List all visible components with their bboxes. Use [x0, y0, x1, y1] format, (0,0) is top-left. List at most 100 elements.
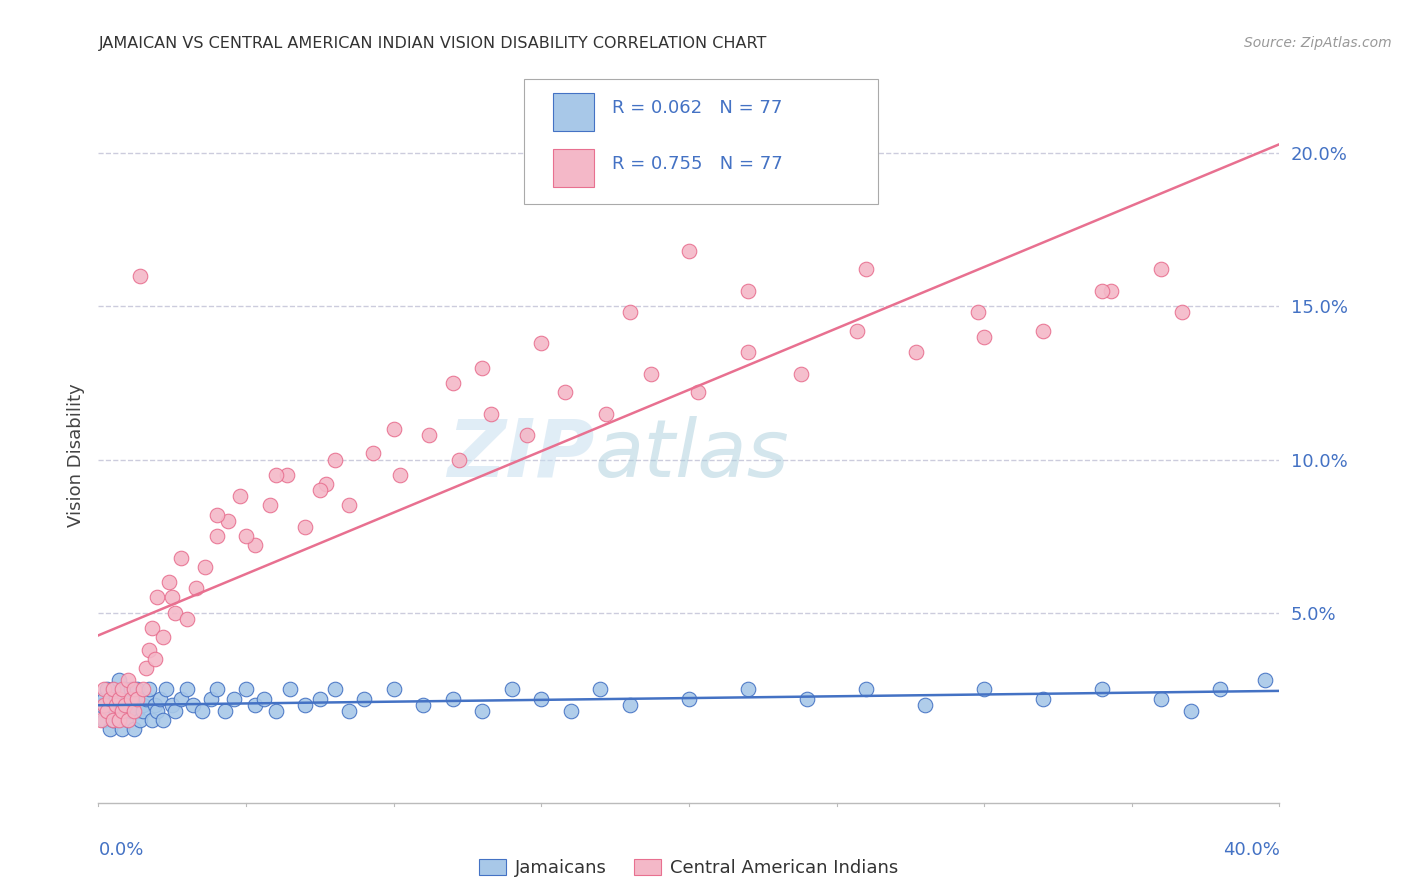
Point [973, 330, 995, 344]
Point [294, 520, 316, 534]
Point [111, 723, 134, 737]
Point [294, 698, 316, 712]
Y-axis label: Vision Disability: Vision Disability [66, 383, 84, 527]
Point [146, 591, 169, 605]
Point [205, 682, 228, 697]
Point [967, 305, 990, 319]
Point [176, 612, 198, 626]
Point [243, 538, 266, 552]
Point [96, 704, 118, 718]
Point [146, 704, 169, 718]
Point [143, 698, 166, 712]
Point [108, 713, 131, 727]
Point [135, 691, 157, 706]
Point [253, 691, 276, 706]
Point [217, 514, 239, 528]
Point [105, 691, 128, 706]
Point [418, 428, 440, 442]
Point [117, 691, 139, 706]
Point [205, 529, 228, 543]
Point [120, 691, 142, 706]
Point [554, 385, 576, 400]
Point [323, 682, 346, 697]
Point [441, 376, 464, 390]
Point [235, 682, 257, 697]
Point [229, 489, 252, 503]
Point [589, 682, 612, 697]
Point [309, 483, 332, 498]
Point [103, 682, 125, 697]
Point [96, 682, 118, 697]
Point [103, 713, 125, 727]
Point [1091, 682, 1114, 697]
Point [905, 345, 928, 359]
Point [162, 698, 183, 712]
Point [98, 723, 121, 737]
Point [737, 284, 759, 298]
Point [111, 704, 134, 718]
Point [388, 467, 411, 482]
Point [515, 428, 537, 442]
Point [114, 704, 136, 718]
Point [471, 360, 494, 375]
Point [914, 698, 936, 712]
Point [412, 698, 434, 712]
Point [194, 559, 217, 574]
Point [122, 698, 145, 712]
Point [471, 704, 494, 718]
Point [1180, 704, 1202, 718]
Point [382, 682, 405, 697]
Point [1254, 673, 1277, 688]
Point [855, 262, 877, 277]
Point [447, 452, 470, 467]
Point [90, 698, 112, 712]
Point [122, 704, 145, 718]
Point [117, 713, 139, 727]
Point [128, 713, 150, 727]
Point [181, 698, 204, 712]
Point [155, 682, 177, 697]
Point [501, 682, 523, 697]
Point [259, 499, 281, 513]
Point [441, 691, 464, 706]
Point [132, 704, 155, 718]
Point [108, 691, 131, 706]
FancyBboxPatch shape [523, 79, 877, 204]
Point [96, 704, 118, 718]
Point [560, 704, 582, 718]
Point [125, 682, 148, 697]
Point [132, 682, 155, 697]
Point [120, 682, 142, 697]
Point [1099, 284, 1122, 298]
Point [103, 713, 125, 727]
Point [111, 682, 134, 697]
Point [117, 673, 139, 688]
Point [114, 698, 136, 712]
Point [125, 691, 148, 706]
Point [214, 704, 236, 718]
Point [122, 723, 145, 737]
Text: ZIP: ZIP [447, 416, 595, 494]
Point [170, 550, 193, 565]
Point [686, 385, 709, 400]
Point [278, 682, 302, 697]
Text: R = 0.755   N = 77: R = 0.755 N = 77 [612, 155, 783, 173]
Point [1091, 284, 1114, 298]
Point [103, 682, 125, 697]
Point [530, 691, 553, 706]
Point [361, 446, 384, 460]
Point [138, 682, 160, 697]
Point [105, 704, 128, 718]
Point [141, 713, 163, 727]
Point [264, 704, 287, 718]
Text: atlas: atlas [595, 416, 789, 494]
Point [170, 691, 193, 706]
Point [235, 529, 257, 543]
Point [1032, 691, 1054, 706]
Point [619, 698, 641, 712]
Point [149, 691, 172, 706]
Point [165, 704, 187, 718]
Point [323, 452, 346, 467]
Point [98, 698, 121, 712]
Text: Source: ZipAtlas.com: Source: ZipAtlas.com [1244, 36, 1392, 50]
